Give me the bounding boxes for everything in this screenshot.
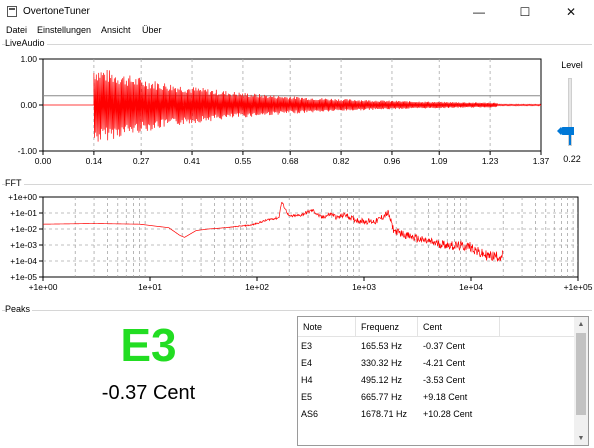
waveform-y-tick-label: -1.00 bbox=[18, 146, 38, 156]
cell-cent: -0.37 Cent bbox=[423, 341, 466, 351]
close-button[interactable]: ✕ bbox=[548, 0, 594, 24]
cell-frequency: 1678.71 Hz bbox=[361, 409, 408, 419]
title-bar: OvertoneTuner — ☐ ✕ bbox=[0, 0, 594, 24]
cell-frequency: 165.53 Hz bbox=[361, 341, 403, 351]
level-slider-fill bbox=[569, 130, 571, 145]
menu-bar: Datei Einstellungen Ansicht Über bbox=[0, 24, 594, 38]
table-header: Note Frequenz Cent bbox=[298, 317, 574, 337]
fft-y-tick-label: +1e-02 bbox=[10, 224, 37, 234]
window-app-icon bbox=[7, 6, 17, 17]
waveform-x-tick-label: 1.09 bbox=[431, 156, 448, 166]
maximize-button[interactable]: ☐ bbox=[502, 0, 548, 24]
table-scrollbar[interactable]: ▲ ▼ bbox=[574, 317, 588, 445]
maximize-icon: ☐ bbox=[519, 5, 531, 19]
minimize-button[interactable]: — bbox=[456, 0, 502, 24]
detected-cents: -0.37 Cent bbox=[101, 382, 196, 404]
table-row[interactable]: E5 665.77 Hz +9.18 Cent bbox=[298, 389, 574, 406]
fft-y-tick-label: +1e-04 bbox=[10, 256, 37, 266]
cell-cent: +10.28 Cent bbox=[423, 409, 473, 419]
cell-cent: -3.53 Cent bbox=[423, 375, 466, 385]
fft-x-tick-label: 1e+02 bbox=[245, 282, 269, 292]
menu-einstellungen[interactable]: Einstellungen bbox=[37, 25, 92, 35]
fft-series-line bbox=[43, 201, 504, 262]
minimize-icon: — bbox=[473, 5, 485, 19]
menu-ansicht[interactable]: Ansicht bbox=[101, 25, 131, 35]
cell-cent: -4.21 Cent bbox=[423, 358, 466, 368]
live-audio-group bbox=[2, 44, 592, 176]
waveform-x-tick-label: 0.82 bbox=[333, 156, 350, 166]
fft-x-tick-label: +1e+05 bbox=[564, 282, 593, 292]
waveform-x-tick-label: 0.55 bbox=[235, 156, 252, 166]
fft-x-tick-label: 1e+03 bbox=[352, 282, 376, 292]
column-header-frequency[interactable]: Frequenz bbox=[356, 317, 418, 337]
level-slider-track[interactable] bbox=[568, 78, 572, 146]
cell-note: AS6 bbox=[301, 409, 319, 419]
waveform-x-tick-label: 0.96 bbox=[384, 156, 401, 166]
level-value: 0.22 bbox=[563, 154, 581, 164]
cell-note: E4 bbox=[301, 358, 313, 368]
cell-frequency: 665.77 Hz bbox=[361, 392, 403, 402]
cell-frequency: 330.32 Hz bbox=[361, 358, 403, 368]
peaks-group bbox=[2, 310, 592, 448]
menu-datei[interactable]: Datei bbox=[6, 25, 28, 35]
fft-x-tick-label: 1e+04 bbox=[459, 282, 483, 292]
level-slider-thumb[interactable] bbox=[557, 127, 574, 136]
detected-note: E3 bbox=[120, 319, 177, 371]
fft-y-tick-label: +1e-03 bbox=[10, 240, 37, 250]
waveform-y-tick-label: 1.00 bbox=[20, 54, 37, 64]
fft-x-tick-label: +1e+00 bbox=[29, 282, 58, 292]
fft-y-tick-label: +1e+00 bbox=[8, 192, 37, 202]
fft-x-tick-label: 1e+01 bbox=[138, 282, 162, 292]
table-row[interactable]: E3 165.53 Hz -0.37 Cent bbox=[298, 338, 574, 355]
waveform-x-tick-label: 0.41 bbox=[184, 156, 201, 166]
waveform-x-tick-label: 0.00 bbox=[35, 156, 52, 166]
cell-cent: +9.18 Cent bbox=[423, 392, 468, 402]
cell-frequency: 495.12 Hz bbox=[361, 375, 403, 385]
column-header-note[interactable]: Note bbox=[298, 317, 356, 337]
level-label: Level bbox=[561, 60, 583, 70]
waveform-x-tick-label: 0.68 bbox=[282, 156, 299, 166]
fft-label: FFT bbox=[5, 178, 24, 188]
waveform-x-tick-label: 1.23 bbox=[482, 156, 499, 166]
cell-note: E3 bbox=[301, 341, 313, 351]
fft-y-tick-label: +1e-05 bbox=[10, 272, 37, 282]
waveform-chart: 0.00 0.14 0.27 0.41 0.55 0.68 0.82 0.96 1.09 1.23… bbox=[18, 54, 550, 166]
waveform-x-tick-label: 1.37 bbox=[533, 156, 550, 166]
fft-group bbox=[2, 184, 592, 302]
fft-y-tick-label: +1e-01 bbox=[10, 208, 37, 218]
scrollbar-thumb[interactable] bbox=[576, 333, 586, 415]
live-audio-label: LiveAudio bbox=[5, 38, 47, 48]
scroll-up-icon[interactable]: ▲ bbox=[577, 320, 585, 328]
waveform-x-tick-label: 0.27 bbox=[133, 156, 150, 166]
menu-ueber[interactable]: Über bbox=[142, 25, 162, 35]
table-row[interactable]: AS6 1678.71 Hz +10.28 Cent bbox=[298, 406, 574, 423]
peaks-label: Peaks bbox=[5, 304, 33, 314]
peaks-table: Note Frequenz Cent E3 165.53 Hz -0.37 Ce… bbox=[297, 316, 589, 446]
scroll-down-icon[interactable]: ▼ bbox=[577, 434, 585, 442]
cell-note: H4 bbox=[301, 375, 313, 385]
fft-chart: +1e+00+1e-01+1e-02+1e-03+1e-04+1e-05+1e+… bbox=[8, 192, 593, 292]
waveform-x-tick-label: 0.14 bbox=[86, 156, 103, 166]
waveform-y-tick-label: 0.00 bbox=[20, 100, 37, 110]
table-row[interactable]: H4 495.12 Hz -3.53 Cent bbox=[298, 372, 574, 389]
close-icon: ✕ bbox=[565, 5, 577, 19]
window-title: OvertoneTuner bbox=[23, 6, 90, 17]
cell-note: E5 bbox=[301, 392, 313, 402]
table-row[interactable]: E4 330.32 Hz -4.21 Cent bbox=[298, 355, 574, 372]
fft-plot-area bbox=[42, 196, 579, 278]
column-header-cent[interactable]: Cent bbox=[418, 317, 500, 337]
waveform-series-line bbox=[43, 69, 542, 142]
